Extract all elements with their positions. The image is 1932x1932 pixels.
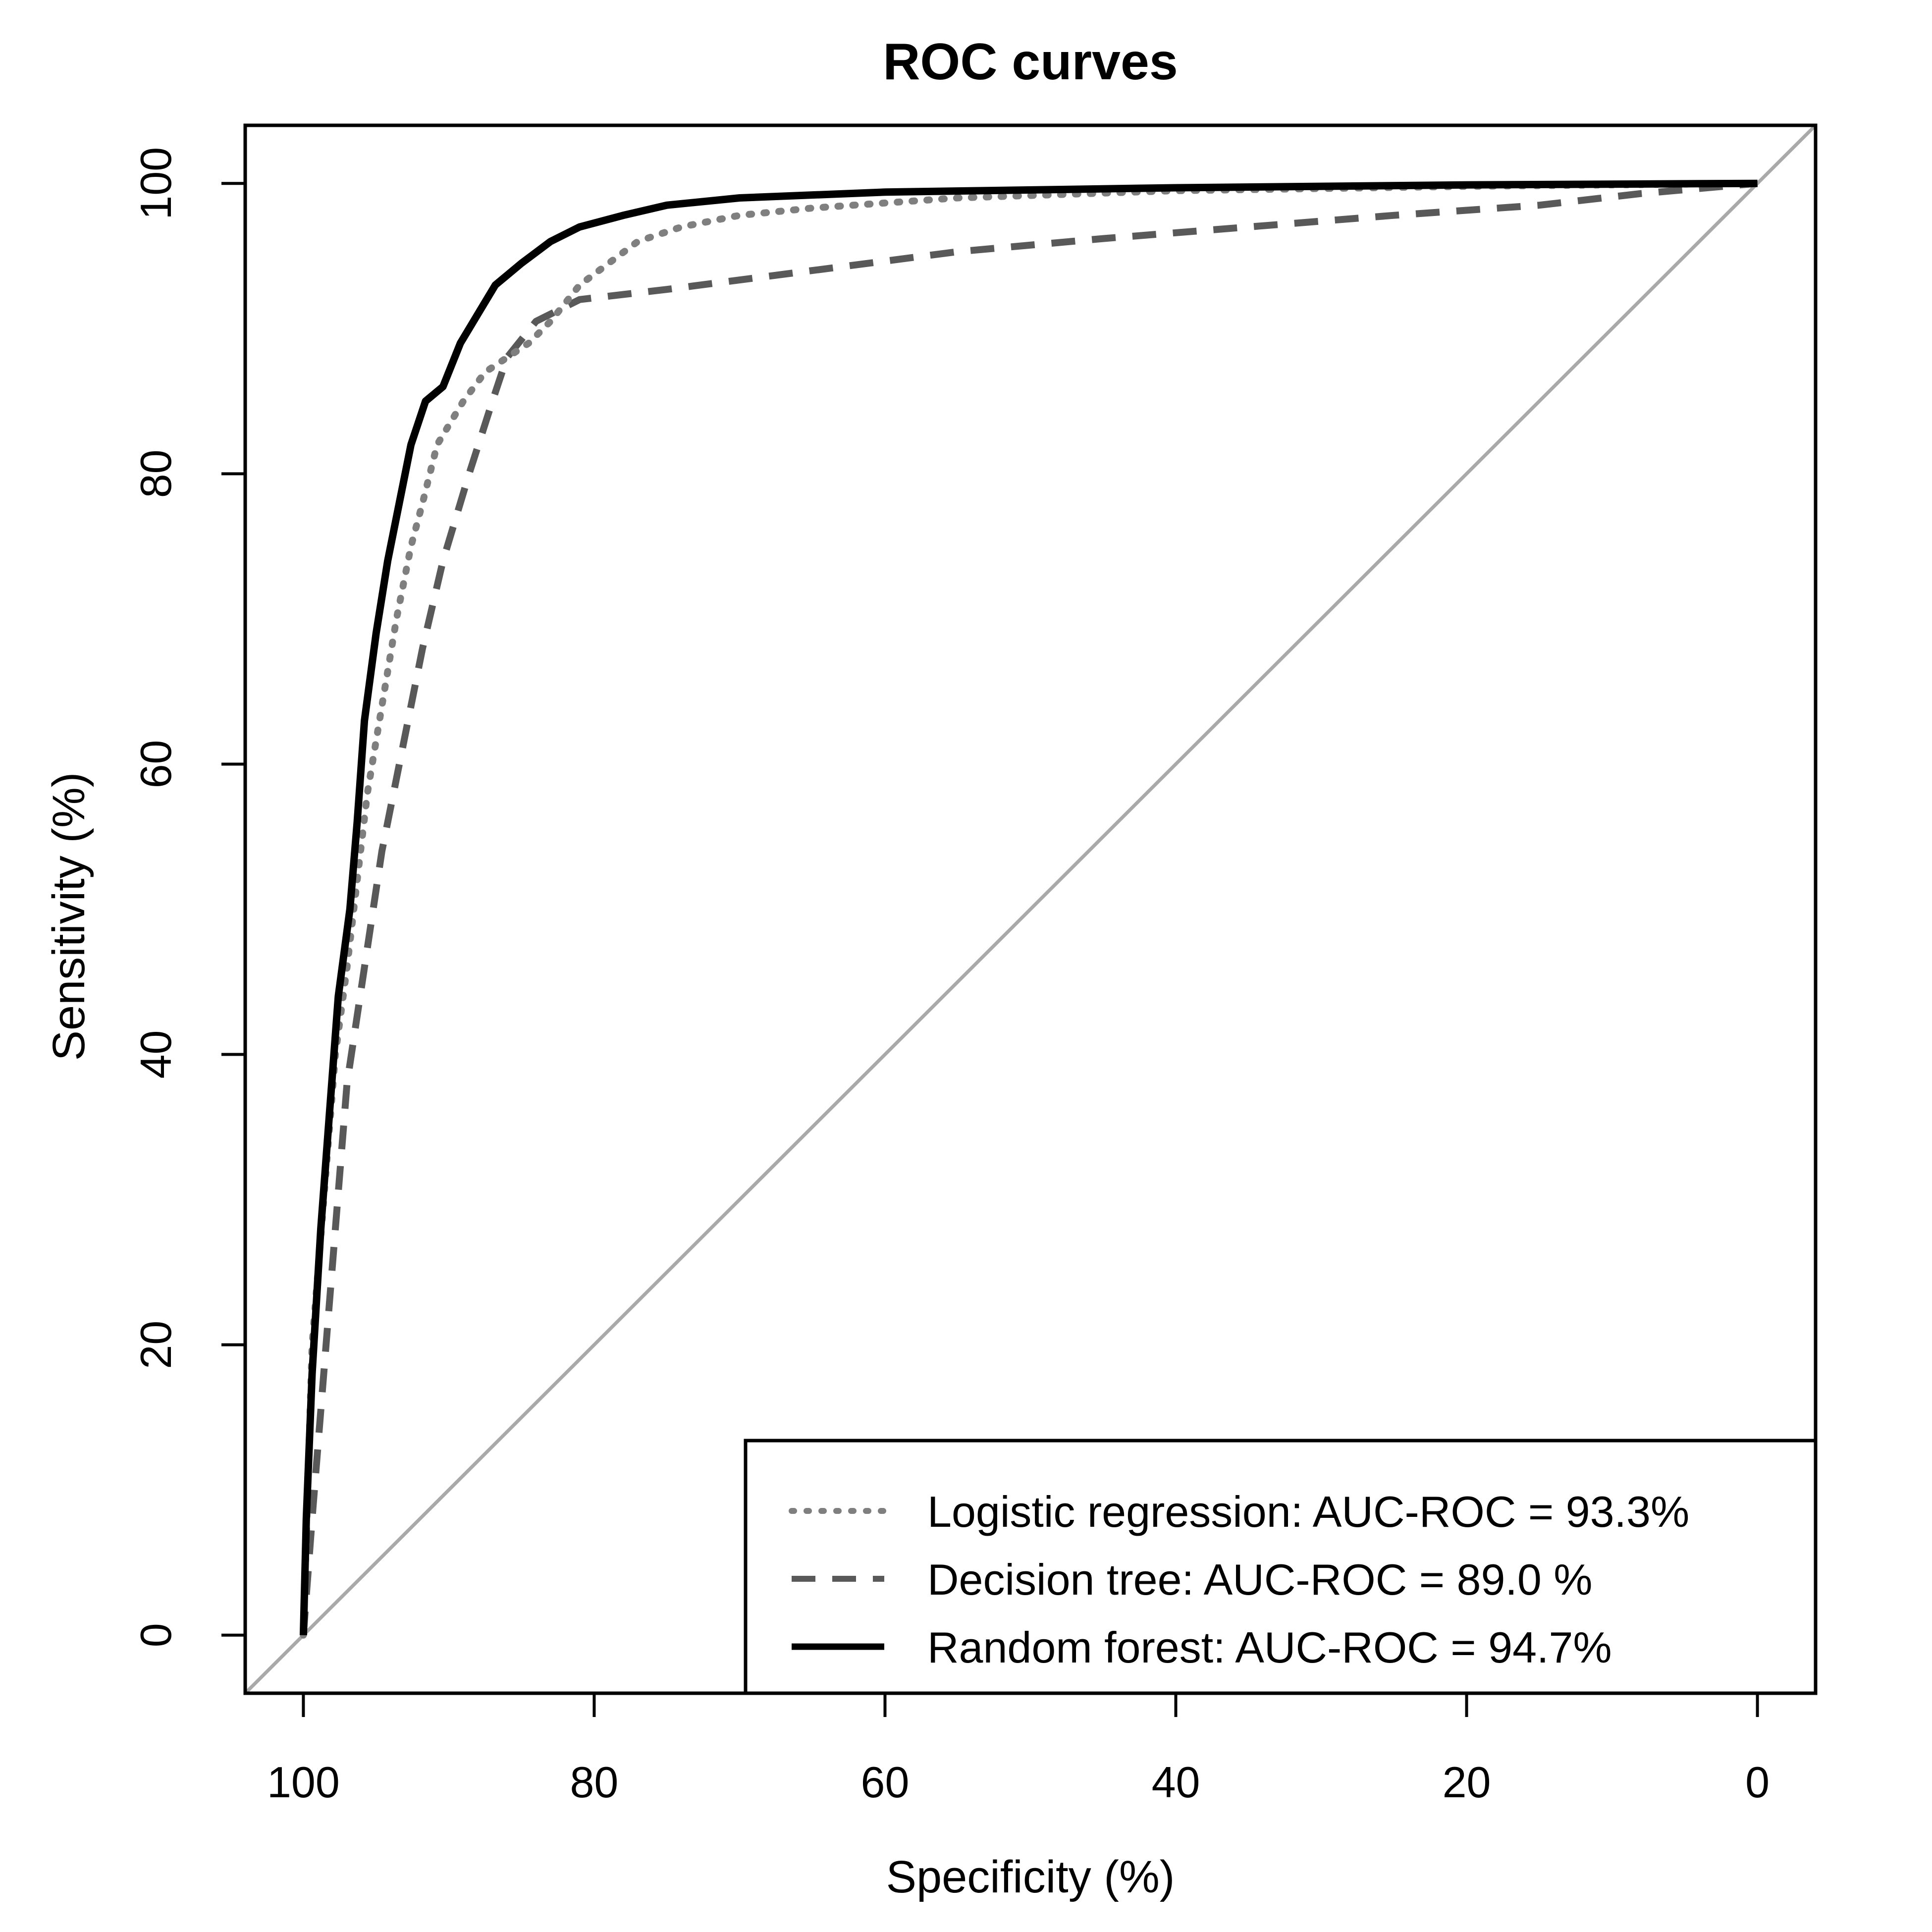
x-tick-label: 100	[267, 1758, 340, 1807]
x-tick-label: 80	[570, 1758, 618, 1807]
plot-area	[244, 124, 1817, 1695]
x-tick-label: 20	[1443, 1758, 1491, 1807]
legend-box	[744, 1439, 1818, 1695]
y-tick-label: 100	[131, 147, 180, 220]
reference-diagonal-line	[244, 124, 1817, 1695]
y-tick-label: 60	[131, 740, 180, 788]
roc-series-line-solid	[299, 179, 1758, 1635]
y-tick-label: 20	[131, 1321, 180, 1369]
y-tick-label: 0	[131, 1623, 180, 1647]
x-tick-label: 40	[1152, 1758, 1200, 1807]
legend: Logistic regression: AUC-ROC = 93.3% Deci…	[744, 1439, 1818, 1695]
legend-label: Random forest: AUC-ROC = 94.7%	[927, 1623, 1612, 1672]
roc-series-line-dashed	[300, 180, 1758, 1636]
y-tick-label: 40	[131, 1030, 180, 1079]
y-axis-label: Sensitivity (%)	[44, 772, 94, 1061]
chart-title: ROC curves	[883, 33, 1178, 91]
x-axis-label: Specificity (%)	[886, 1852, 1175, 1902]
legend-label: Logistic regression: AUC-ROC = 93.3%	[927, 1487, 1689, 1536]
roc-series-line-dotted	[300, 180, 1761, 1639]
legend-label: Decision tree: AUC-ROC = 89.0 %	[927, 1555, 1593, 1604]
x-tick-label: 60	[861, 1758, 910, 1807]
y-tick-label: 80	[131, 449, 180, 498]
axes: 100 80 60 40 20 0 0 20 40 60 80 100	[131, 123, 1818, 1807]
x-tick-label: 0	[1745, 1758, 1770, 1807]
